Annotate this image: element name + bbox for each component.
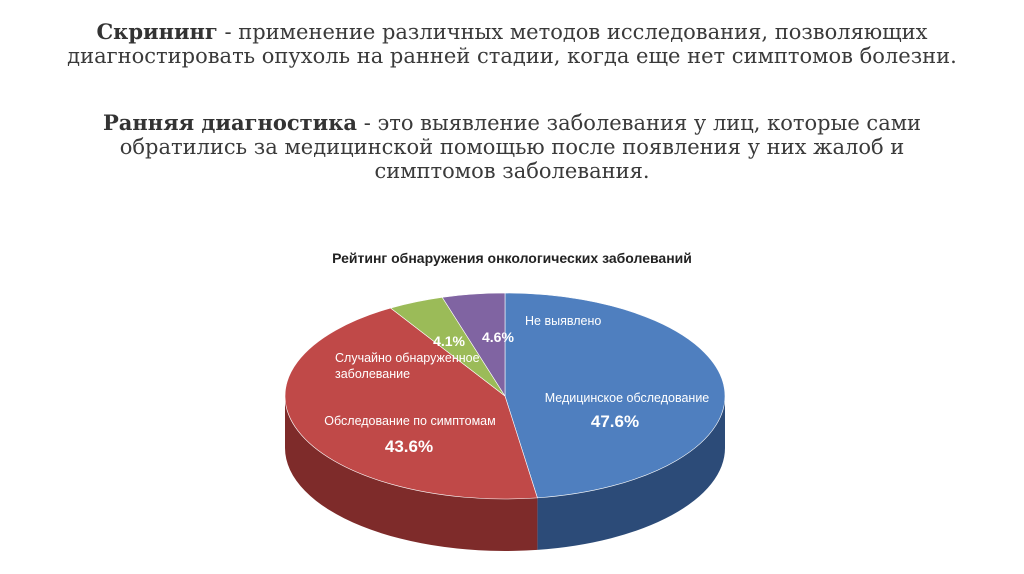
label-not-found-name: Не выявлено	[525, 314, 601, 328]
label-medical-name: Медицинское обследование	[545, 391, 710, 405]
screening-term: Скрининг	[96, 19, 218, 44]
label-accidental-name: Случайно обнаруженное заболевание	[335, 351, 483, 381]
pie-slices	[284, 292, 726, 500]
early-diagnosis-definition: - это выявление заболевания у лиц, котор…	[119, 111, 922, 183]
label-symptoms-value: 43.6%	[385, 437, 433, 456]
pie-sides	[285, 396, 725, 551]
pie-slice-обследование-по-симптомам	[284, 307, 538, 500]
early-diagnosis-paragraph: Ранняя диагностика - это выявление забол…	[60, 110, 964, 184]
label-medical-value: 47.6%	[591, 412, 639, 431]
screening-definition: - применение различных методов исследова…	[67, 20, 957, 68]
label-accidental-name-line2: заболевание	[335, 367, 410, 381]
label-not-found-value: 4.6%	[482, 329, 514, 345]
chart-title: Рейтинг обнаружения онкологических забол…	[332, 250, 692, 266]
label-accidental-name-line1: Случайно обнаруженное	[335, 351, 480, 365]
screening-paragraph: Скрининг - применение различных методов …	[60, 19, 964, 69]
pie-slice-медицинское-обследование	[504, 292, 726, 499]
pie-side-медицинское-обследование	[537, 396, 725, 550]
early-diagnosis-term: Ранняя диагностика	[102, 110, 358, 135]
pie-side-обследование-по-симптомам	[285, 396, 538, 551]
label-accidental-value: 4.1%	[433, 333, 465, 349]
pie-slice-не-выявлено	[441, 292, 506, 398]
label-symptoms-name: Обследование по симптомам	[324, 414, 495, 428]
